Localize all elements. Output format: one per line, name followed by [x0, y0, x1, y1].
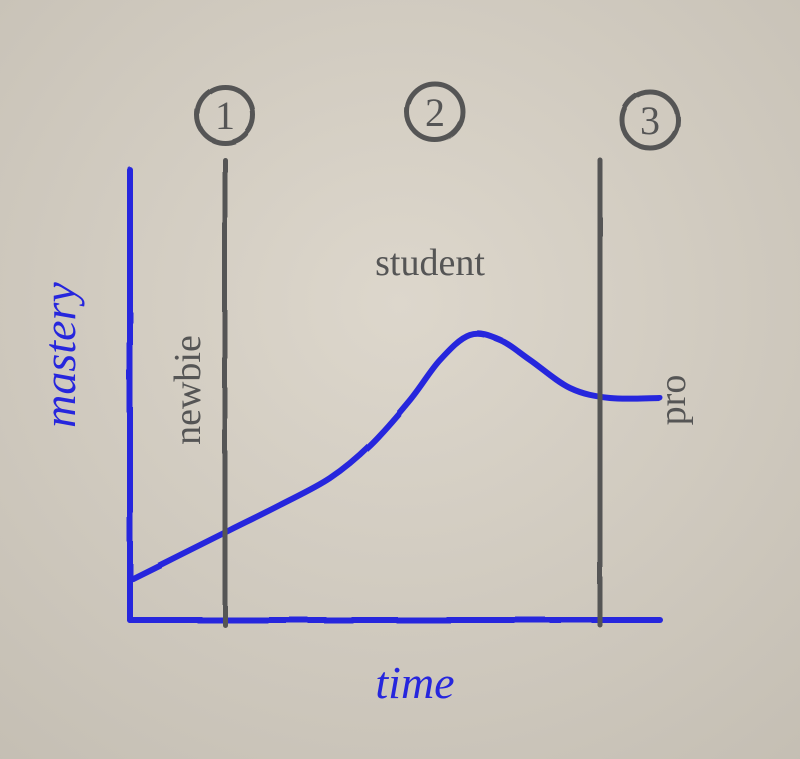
stage-marker-number-3: 3	[640, 98, 660, 143]
stage-marker-number-1: 1	[215, 93, 235, 138]
y-axis-label: mastery	[34, 282, 85, 428]
x-axis-label: time	[375, 657, 454, 708]
stage-marker-number-2: 2	[425, 90, 445, 135]
stage-label-student: student	[375, 242, 485, 284]
stage-label-newbie: newbie	[167, 335, 209, 445]
stage-label-pro: pro	[652, 375, 694, 426]
mastery-vs-time-chart: time mastery newbie student pro 1 2 3	[0, 0, 800, 759]
